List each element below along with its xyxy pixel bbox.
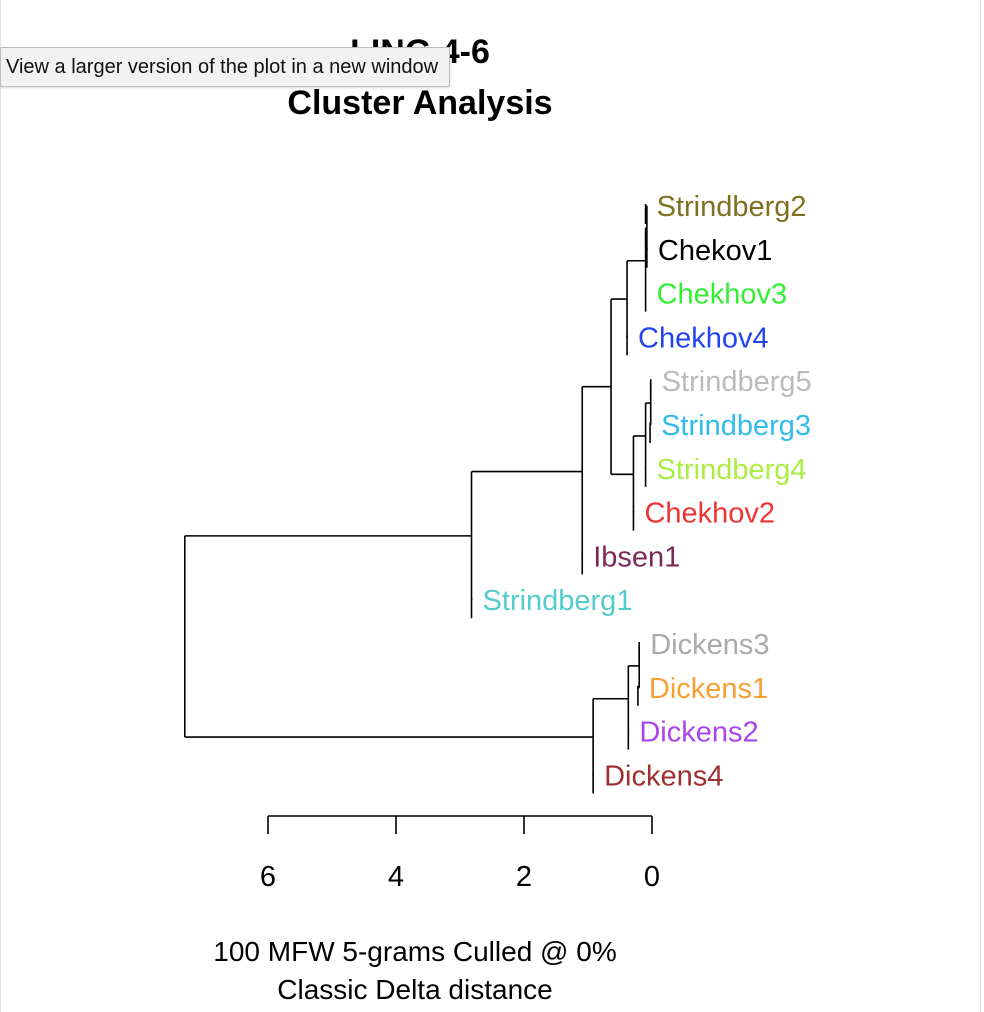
leaf-label: Ibsen1 (593, 541, 680, 573)
x-tick-label: 4 (388, 861, 404, 893)
footer-line-distance: Classic Delta distance (277, 974, 553, 1005)
chart-title-line2: Cluster Analysis (287, 84, 553, 122)
leaf-label: Dickens3 (650, 629, 769, 661)
leaf-label: Dickens4 (604, 760, 723, 792)
leaf-label: Dickens1 (649, 673, 768, 705)
x-tick-label: 2 (516, 861, 532, 893)
leaf-label: Strindberg4 (657, 454, 807, 486)
x-tick-label: 0 (644, 861, 660, 893)
leaf-label: Chekhov2 (644, 498, 775, 530)
leaf-label: Chekhov4 (638, 322, 769, 354)
leaf-label: Strindberg3 (661, 410, 811, 442)
leaf-label: Strindberg1 (483, 585, 633, 617)
leaf-label: Dickens2 (639, 717, 758, 749)
footer-line-mfw: 100 MFW 5-grams Culled @ 0% (213, 936, 617, 967)
larger-plot-tooltip[interactable]: View a larger version of the plot in a n… (0, 47, 451, 87)
leaf-label: Strindberg2 (657, 191, 807, 223)
x-tick-label: 6 (260, 861, 276, 893)
leaf-label: Chekhov3 (657, 279, 788, 311)
leaf-label: Chekov1 (658, 235, 772, 267)
frame-left-border (0, 0, 1, 1012)
leaf-label: Strindberg5 (662, 366, 812, 398)
frame-right-border (980, 0, 981, 1012)
